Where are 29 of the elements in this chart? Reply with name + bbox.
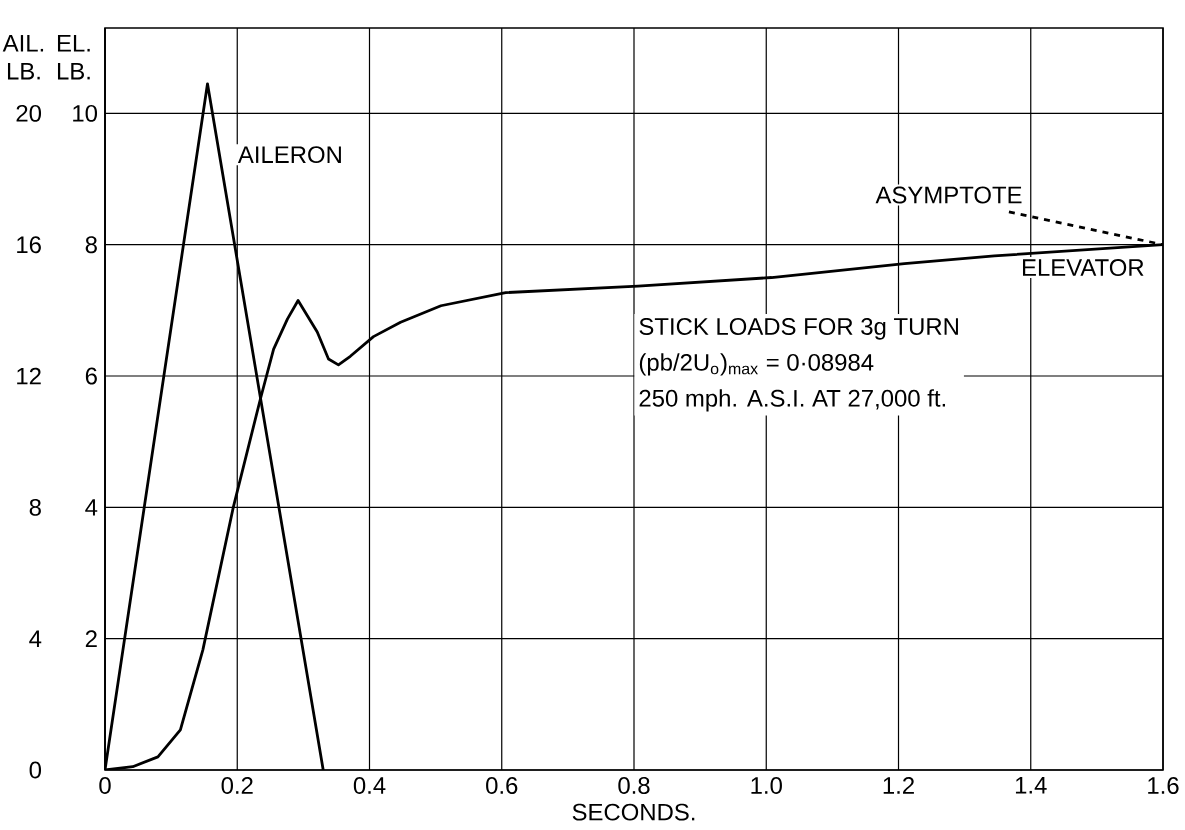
x-axis-title: SECONDS. (572, 803, 695, 821)
x-tick-label: 1.4 (1015, 777, 1047, 794)
y2-tick-label: 4 (85, 499, 98, 516)
x-tick-label: 0 (99, 777, 111, 794)
annotation: STICK LOADS FOR 3g TURN (639, 318, 958, 340)
y-tick-label: 0 (29, 761, 42, 779)
y2-tick-label: 2 (85, 630, 97, 648)
x-tick-label: 0.2 (221, 777, 253, 794)
x-tick-label: 0.4 (353, 777, 386, 794)
series-label: ELEVATOR (1023, 259, 1144, 276)
series-label: ASYMPTOTE (875, 186, 1022, 204)
x-tick-label: 1.0 (751, 777, 782, 794)
x-tick-label: 0.8 (618, 777, 650, 794)
y-tick-label: 4 (29, 630, 42, 647)
x-tick-label: 0.6 (486, 777, 518, 794)
y-tick-label: 20 (16, 104, 42, 122)
y2-tick-label: 6 (85, 367, 97, 385)
y-axis-title: AIL. LB. (2, 35, 44, 80)
y-tick-label: 16 (17, 236, 41, 254)
x-tick-label: 1.6 (1148, 777, 1179, 794)
annotation: 250 mph. A.S.I. AT 27,000 ft. (639, 389, 945, 412)
y-tick-label: 8 (29, 498, 41, 516)
y2-tick-label: 10 (73, 104, 98, 122)
series-label: AILERON (237, 146, 341, 164)
x-tick-label: 1.2 (883, 777, 914, 794)
annotation: (pb/2U$_{o}$)$_{max}$ = 0·08984 (639, 353, 874, 376)
y2-axis-title: EL. LB. (57, 35, 90, 80)
y2-tick-label: 8 (85, 236, 97, 254)
y-tick-label: 12 (17, 367, 41, 385)
